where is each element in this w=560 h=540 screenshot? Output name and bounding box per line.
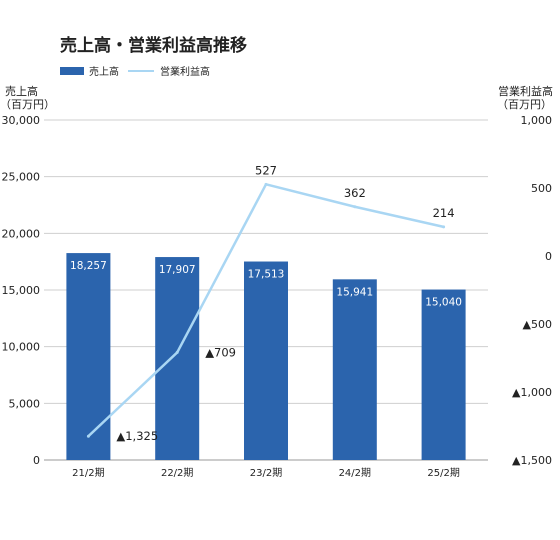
legend-label-profit: 営業利益高 xyxy=(160,65,210,78)
y-left-tick-label: 20,000 xyxy=(2,227,41,240)
y-right-axis-title: 営業利益高 xyxy=(498,84,553,98)
line-point xyxy=(442,225,446,229)
x-tick-label: 24/2期 xyxy=(339,467,371,479)
x-tick-label: 22/2期 xyxy=(161,467,193,479)
line-point xyxy=(264,182,268,186)
y-right-tick-label: 0 xyxy=(545,250,552,263)
x-ticks: 21/2期 22/2期 23/2期 24/2期 25/2期 xyxy=(72,467,460,479)
line-value-label: 527 xyxy=(255,163,277,177)
y-right-ticks: 1,000 500 0 ▲500 ▲1,000 ▲1,500 xyxy=(512,114,552,467)
legend-label-sales: 売上高 xyxy=(89,65,119,78)
line-value-label: 362 xyxy=(344,186,366,200)
bar-sales xyxy=(155,257,200,460)
y-right-tick-label: ▲1,500 xyxy=(512,454,552,467)
bar-series-sales: 18,257 17,907 17,513 15,941 15,040 xyxy=(66,253,466,460)
bar-value-label: 18,257 xyxy=(70,260,107,272)
legend-swatch-sales xyxy=(60,67,84,75)
y-left-tick-label: 15,000 xyxy=(2,284,41,297)
y-right-tick-label: ▲500 xyxy=(523,318,552,331)
bar-sales xyxy=(66,253,111,460)
y-left-axis-unit: （百万円） xyxy=(0,98,55,111)
y-left-tick-label: 30,000 xyxy=(2,114,41,127)
y-left-axis-title: 売上高 xyxy=(5,84,38,98)
line-value-label: 214 xyxy=(433,206,455,220)
y-left-tick-label: 10,000 xyxy=(2,341,41,354)
bar-value-label: 15,941 xyxy=(336,286,373,298)
y-left-tick-label: 5,000 xyxy=(9,397,41,410)
y-right-tick-label: 1,000 xyxy=(521,114,553,127)
y-right-tick-label: 500 xyxy=(531,182,552,195)
bar-sales xyxy=(332,279,377,460)
chart-title: 売上高・営業利益高推移 xyxy=(60,35,247,56)
y-left-ticks: 0 5,000 10,000 15,000 20,000 25,000 30,000 xyxy=(2,114,41,467)
line-value-label: ▲709 xyxy=(205,345,236,359)
y-right-axis-unit: （百万円） xyxy=(497,98,552,111)
bar-sales xyxy=(421,289,466,460)
line-value-label: ▲1,325 xyxy=(116,429,158,443)
y-left-tick-label: 25,000 xyxy=(2,171,41,184)
bar-value-label: 15,040 xyxy=(425,297,462,309)
x-tick-label: 21/2期 xyxy=(72,467,104,479)
line-point xyxy=(353,205,357,209)
bar-value-label: 17,907 xyxy=(159,264,196,276)
line-series-profit: ▲1,325 ▲709 527 362 214 xyxy=(86,163,455,443)
line-point xyxy=(86,434,90,438)
line-point xyxy=(175,350,179,354)
y-left-tick-label: 0 xyxy=(33,454,40,467)
y-right-tick-label: ▲1,000 xyxy=(512,386,552,399)
bar-value-label: 17,513 xyxy=(248,269,285,281)
legend: 売上高 営業利益高 xyxy=(60,65,210,78)
x-tick-label: 23/2期 xyxy=(250,467,282,479)
x-tick-label: 25/2期 xyxy=(427,467,459,479)
bar-sales xyxy=(244,261,288,460)
